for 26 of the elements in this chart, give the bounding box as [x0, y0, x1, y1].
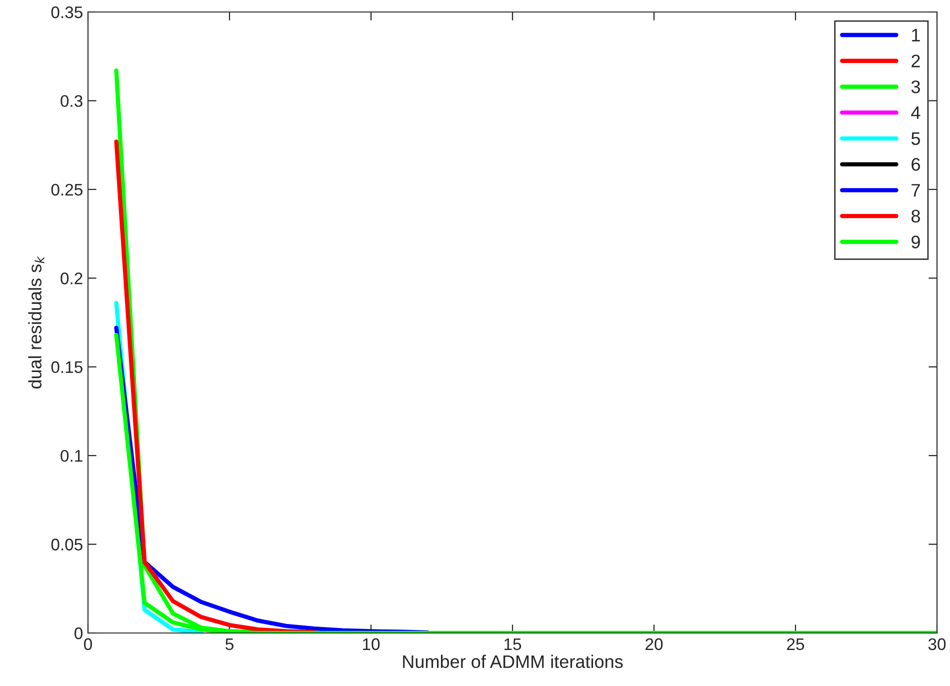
y-tick-label: 0.1: [60, 450, 82, 462]
y-tick-label: 0.2: [60, 272, 82, 284]
x-tick-label: 15: [504, 638, 522, 650]
x-axis-title: Number of ADMM iterations: [403, 654, 623, 668]
legend-label: 2: [912, 54, 920, 68]
y-tick-label: 0.15: [51, 361, 82, 374]
legend-label: 4: [911, 106, 920, 119]
x-tick-label: 10: [363, 638, 380, 650]
legend-label: 3: [911, 80, 920, 94]
legend-label: 9: [912, 236, 920, 248]
x-tick-label: 30: [928, 638, 946, 650]
y-axis-title: dual residuals s$_{k}$: [28, 256, 44, 389]
y-tick-label: 0: [74, 627, 82, 640]
legend-label: 7: [912, 184, 920, 196]
y-tick-label: 0.35: [51, 6, 82, 18]
x-tick-label: 0: [84, 638, 92, 650]
y-tick-label: 0.05: [51, 538, 82, 550]
y-tick-label: 0.25: [51, 184, 82, 196]
x-tick-label: 20: [646, 638, 663, 650]
x-tick-label: 5: [226, 638, 234, 650]
x-tick-label: 25: [787, 638, 804, 650]
legend-label: 5: [911, 132, 920, 145]
legend-label: 1: [912, 28, 920, 42]
y-tick-label: 0.3: [60, 95, 82, 107]
legend-label: 6: [912, 158, 920, 171]
legend-label: 8: [911, 210, 920, 223]
